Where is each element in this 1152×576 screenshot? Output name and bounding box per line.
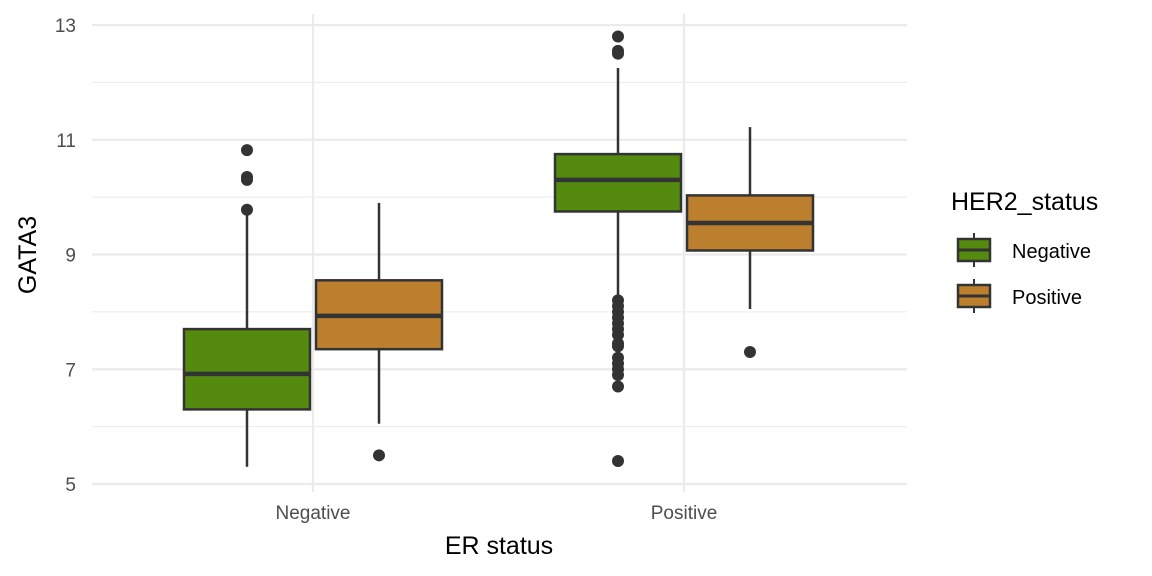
legend: HER2_status Negative Positive [951,188,1098,313]
box-plots [182,30,815,468]
legend-key-positive: Positive [956,279,1082,313]
box-positive-positive [685,127,815,359]
outlier-point [241,171,253,184]
outlier-point [612,368,624,381]
outlier-point [241,203,253,216]
box-positive-negative [553,30,683,468]
outlier-point [373,449,385,462]
outlier-point [612,380,624,393]
x-tick-label: Negative [276,503,351,524]
outlier-point [612,455,624,468]
minor-gridlines [92,81,907,428]
box-iqr [182,327,312,411]
outlier-point [744,346,756,359]
y-axis-title: GATA3 [14,216,42,294]
y-axis-tick-labels: 5 7 9 11 13 [55,16,76,496]
outlier-point [612,328,624,341]
legend-title: HER2_status [951,188,1098,216]
outlier-point [241,144,253,157]
legend-label: Positive [1012,287,1082,309]
outlier-point [612,47,624,60]
x-axis-tick-labels: Negative Positive [276,503,718,524]
y-tick-label: 11 [56,131,76,152]
outlier-point [612,340,624,353]
x-axis-title: ER status [445,532,553,560]
legend-keys: Negative Positive [956,233,1091,313]
major-gridlines [92,14,907,492]
y-tick-label: 7 [65,360,76,381]
legend-label: Negative [1012,241,1091,263]
y-tick-label: 9 [65,246,76,267]
box-negative-positive [314,202,444,462]
y-tick-label: 5 [65,475,76,496]
box-negative-negative [182,144,312,467]
outlier-point [612,30,624,43]
x-tick-label: Positive [651,503,718,524]
y-tick-label: 13 [55,16,76,37]
legend-key-negative: Negative [956,233,1091,267]
box-iqr [553,152,683,213]
